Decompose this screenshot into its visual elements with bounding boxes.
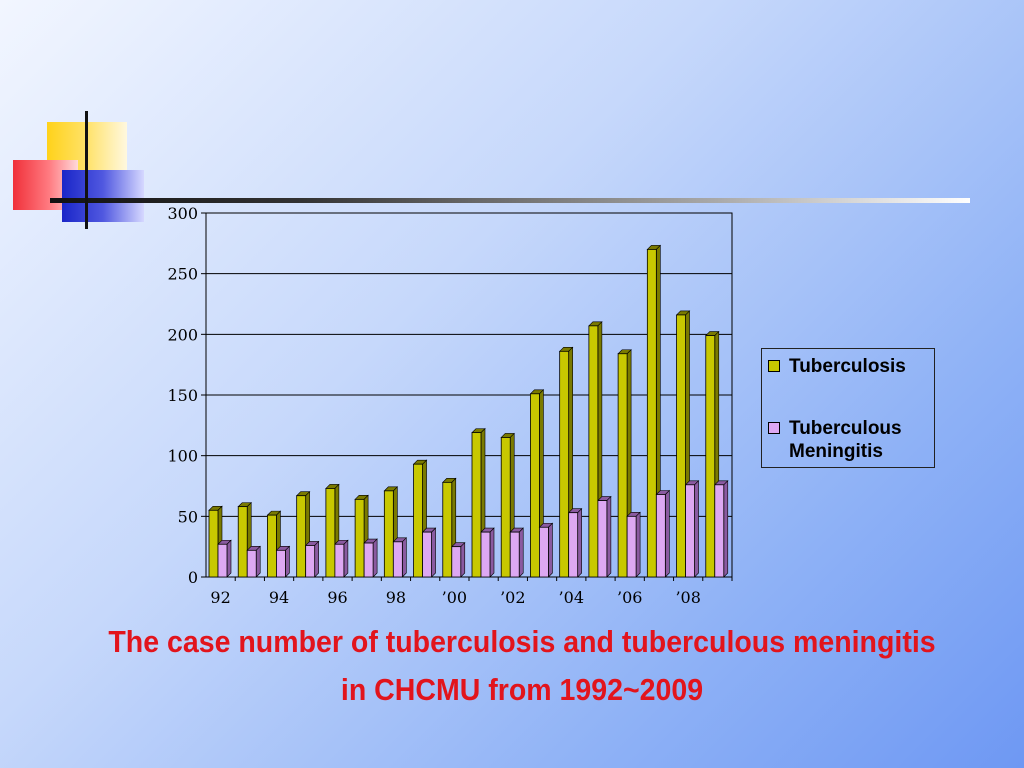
bar-tuberculous-meningitis <box>714 484 725 578</box>
bar-tuberculosis <box>500 437 511 578</box>
legend-label-tuberculous-meningitis: Tuberculous Meningitis <box>789 418 902 462</box>
y-tick-label: 100 <box>167 447 198 466</box>
bar-tuberculous-meningitis-side <box>694 480 699 578</box>
decorative-vertical-rule <box>85 111 88 229</box>
x-tick-label: 92 <box>210 588 230 607</box>
bar-tuberculous-meningitis <box>509 531 520 578</box>
x-tick-label: 96 <box>327 588 347 607</box>
bar-tuberculosis <box>588 325 599 578</box>
y-tick-label: 300 <box>167 204 198 223</box>
y-tick-label: 50 <box>178 507 198 526</box>
legend-swatch-tuberculous-meningitis <box>768 422 780 434</box>
bar-tuberculous-meningitis <box>480 531 491 578</box>
bar-tuberculous-meningitis <box>597 500 608 578</box>
bar-tuberculosis <box>208 509 219 578</box>
bar-tuberculous-meningitis <box>655 494 666 578</box>
bar-tuberculous-meningitis <box>363 542 374 578</box>
decorative-horizontal-rule <box>50 198 470 203</box>
legend-swatch-tuberculosis <box>768 360 780 372</box>
chart-legend: Tuberculosis Tuberculous Meningitis <box>761 348 935 468</box>
bar-tuberculous-meningitis-side <box>314 540 319 578</box>
bar-tuberculosis <box>325 488 336 578</box>
bar-tuberculous-meningitis <box>217 543 228 578</box>
bar-tuberculous-meningitis-side <box>489 527 495 578</box>
bar-tuberculous-meningitis-side <box>723 480 729 578</box>
bar-tuberculous-meningitis-side <box>255 545 261 578</box>
bar-tuberculosis <box>442 481 453 578</box>
bar-tuberculous-meningitis-side <box>548 522 553 578</box>
bar-tuberculosis <box>267 514 277 578</box>
bar-tuberculous-meningitis-side <box>431 527 436 578</box>
x-tick-label: ’02 <box>500 588 525 607</box>
bar-tuberculous-meningitis <box>422 531 432 578</box>
x-tick-label: 98 <box>386 588 406 607</box>
bar-tuberculous-meningitis-side <box>460 541 466 578</box>
bar-tuberculous-meningitis-side <box>606 495 612 578</box>
bar-chart: 0 50 100 150 200 250 300 92 94 96 98 ’00 ’02 ’04 ’06 ’0… <box>167 204 733 607</box>
bar-tuberculosis <box>646 249 657 578</box>
bar-tuberculous-meningitis <box>276 549 286 578</box>
bar-tuberculous-meningitis-side <box>285 545 290 578</box>
caption-line-2: in CHCMU from 1992~2009 <box>340 672 704 707</box>
bar-tuberculous-meningitis-side <box>343 539 349 578</box>
x-tick-label: ’08 <box>675 588 700 607</box>
bar-tuberculous-meningitis <box>685 484 695 578</box>
bar-tuberculous-meningitis <box>246 549 257 578</box>
bar-tuberculosis <box>617 353 628 578</box>
bar-tuberculous-meningitis <box>334 543 345 578</box>
bar-tuberculosis <box>296 495 307 578</box>
y-tick-label: 200 <box>167 325 198 344</box>
bar-tuberculous-meningitis <box>568 512 579 578</box>
bar-tuberculosis <box>676 314 686 578</box>
bar-tuberculous-meningitis-side <box>635 511 641 578</box>
bar-tuberculosis <box>413 463 423 578</box>
bar-tuberculosis <box>354 498 365 578</box>
bar-tuberculosis <box>530 393 540 578</box>
bar-tuberculosis <box>383 490 394 578</box>
y-tick-label: 250 <box>167 265 198 284</box>
bar-tuberculous-meningitis-side <box>226 539 232 578</box>
caption-line-1: The case number of tuberculosis and tube… <box>108 624 936 659</box>
x-tick-label: ’00 <box>442 588 467 607</box>
bar-tuberculous-meningitis <box>392 541 403 578</box>
bar-tuberculous-meningitis <box>451 546 462 578</box>
bar-tuberculosis <box>559 350 570 578</box>
chart-caption: The case number of tuberculosis and tube… <box>69 618 974 714</box>
bar-tuberculous-meningitis-side <box>577 507 582 578</box>
bar-tuberculous-meningitis-side <box>665 489 670 578</box>
bar-tuberculous-meningitis-side <box>372 538 378 578</box>
bar-tuberculous-meningitis <box>626 515 637 578</box>
bar-tuberculous-meningitis-side <box>518 527 524 578</box>
legend-label-tuberculosis: Tuberculosis <box>789 356 906 377</box>
x-tick-label: ’06 <box>617 588 642 607</box>
y-tick-label: 150 <box>167 386 198 405</box>
x-tick-label: 94 <box>269 588 289 607</box>
bar-tuberculosis <box>471 432 482 578</box>
decorative-blue-square <box>62 170 144 222</box>
bar-tuberculous-meningitis-side <box>402 537 407 578</box>
x-tick-label: ’04 <box>559 588 584 607</box>
bar-tuberculosis <box>237 506 248 578</box>
bar-tuberculous-meningitis <box>539 526 549 578</box>
y-tick-label: 0 <box>188 568 198 587</box>
bar-tuberculous-meningitis <box>305 545 316 578</box>
bar-tuberculosis <box>705 335 716 578</box>
decorative-horizontal-rule-fade <box>470 198 970 203</box>
